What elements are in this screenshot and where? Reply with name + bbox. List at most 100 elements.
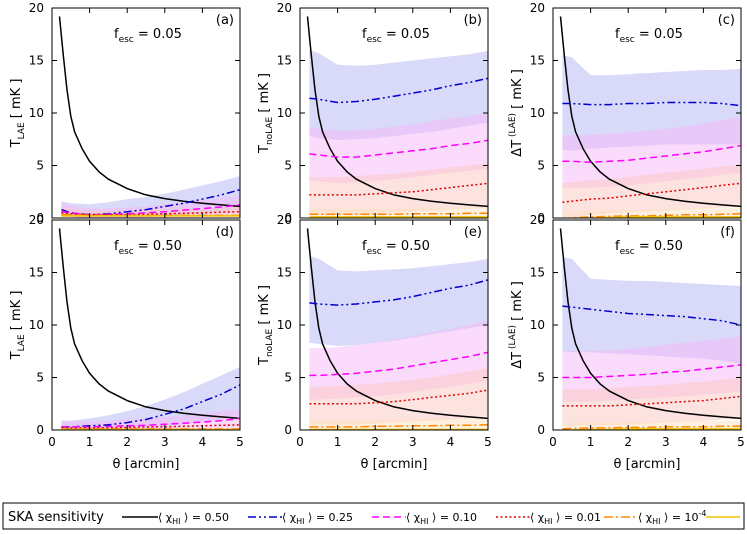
panel-tag: (a) <box>216 13 234 28</box>
panel-c: 0 5 10 15 20 (c) fesc = 0.05 ΔT (LAE) [ mK ] <box>508 1 742 225</box>
y-tick-label: 10 <box>530 106 545 120</box>
x-tick-label: 5 <box>236 435 244 449</box>
plot-area <box>306 228 488 430</box>
plot-area <box>58 228 240 430</box>
line-x001 <box>309 212 488 216</box>
band-x001 <box>562 207 741 218</box>
y-tick-label: 15 <box>277 266 292 280</box>
x-tick-label: 0 <box>549 435 557 449</box>
y-tick-label: 10 <box>530 318 545 332</box>
line-x050 <box>562 101 741 107</box>
line-x050 <box>562 305 741 326</box>
y-tick-label: 0 <box>36 211 44 225</box>
y-axis-label: TnoLAE [ mK ] <box>257 73 275 154</box>
line-x1e4 <box>577 216 741 218</box>
x-tick-label: 1 <box>86 435 94 449</box>
fesc-label: fesc = 0.05 <box>114 27 182 45</box>
band-x001 <box>309 417 488 430</box>
legend-frame <box>2 502 745 530</box>
y-tick-label: 5 <box>36 371 44 385</box>
y-tick-label: 20 <box>277 1 292 15</box>
line-x025 <box>61 204 240 216</box>
x-axis-label: θ [arcmin] <box>614 457 681 472</box>
y-axis-label: ΔT (LAE) [ mK ] <box>508 69 525 157</box>
band-x050 <box>562 256 741 364</box>
line-x050 <box>309 77 488 104</box>
x-tick-label: 2 <box>123 435 131 449</box>
y-tick-label: 0 <box>284 423 292 437</box>
line-x025 <box>309 139 488 158</box>
x-tick-label: 0 <box>296 435 304 449</box>
fesc-label: fesc = 0.05 <box>362 27 430 45</box>
panel-e: 0 1 2 3 4 5 0 5 10 15 20 (e) fesc = 0.50 TnoLAE [ mK … <box>257 213 492 472</box>
y-tick-label: 0 <box>537 423 545 437</box>
x-tick-label: 2 <box>371 435 379 449</box>
panel-tag: (d) <box>216 225 234 240</box>
band-x025 <box>309 113 488 184</box>
plot-area <box>306 16 488 218</box>
legend-label-x025: ⟨ χHI ⟩ = 0.25 <box>282 511 353 526</box>
y-tick-label: 20 <box>530 213 545 227</box>
line-ska-sensitivity <box>58 16 240 208</box>
y-tick-label: 5 <box>36 159 44 173</box>
y-tick-label: 0 <box>537 211 545 225</box>
panel-tag: (f) <box>720 225 735 240</box>
x-tick-label: 4 <box>447 435 455 449</box>
line-x001 <box>309 424 488 428</box>
line-x025 <box>562 364 741 379</box>
y-tick-label: 10 <box>277 318 292 332</box>
x-tick-label: 5 <box>737 435 745 449</box>
y-tick-label: 15 <box>530 54 545 68</box>
band-x010 <box>309 368 488 425</box>
x-tick-label: 1 <box>334 435 342 449</box>
fesc-label: fesc = 0.05 <box>615 27 683 45</box>
panel-d: 0 1 2 3 4 5 0 5 10 15 20 (d) fesc = 0.50 TLAE [ mK ] θ… <box>9 213 244 472</box>
line-x001 <box>562 425 741 430</box>
panel-tag: (b) <box>464 13 482 28</box>
y-tick-label: 20 <box>277 213 292 227</box>
y-tick-label: 15 <box>277 54 292 68</box>
y-tick-label: 5 <box>537 159 545 173</box>
y-tick-label: 0 <box>36 423 44 437</box>
plot-area <box>58 16 240 218</box>
band-x010 <box>562 164 741 218</box>
y-tick-label: 10 <box>29 106 44 120</box>
y-tick-label: 10 <box>29 318 44 332</box>
plot-area <box>559 16 741 218</box>
legend: SKA sensitivity ⟨ χHI ⟩ = 0.50 ⟨ χHI ⟩ = 0… <box>2 502 745 530</box>
y-tick-label: 20 <box>29 213 44 227</box>
fesc-label: fesc = 0.50 <box>615 239 683 257</box>
fesc-label: fesc = 0.50 <box>362 239 430 257</box>
legend-label-ska: SKA sensitivity <box>8 510 104 525</box>
line-x050 <box>61 384 240 428</box>
x-tick-label: 3 <box>662 435 670 449</box>
x-tick-label: 3 <box>161 435 169 449</box>
x-tick-label: 4 <box>199 435 207 449</box>
line-x050 <box>309 279 488 306</box>
y-tick-label: 15 <box>530 266 545 280</box>
legend-label-x010: ⟨ χHI ⟩ = 0.10 <box>406 511 477 526</box>
y-tick-label: 5 <box>284 371 292 385</box>
band-x001 <box>562 420 741 430</box>
line-x025 <box>309 351 488 377</box>
panel-a: 0 5 10 15 20 (a) fesc = 0.05 TLAE [ mK ] <box>9 1 241 225</box>
legend-label-x050: ⟨ χHI ⟩ = 0.50 <box>158 511 229 526</box>
y-tick-label: 5 <box>284 159 292 173</box>
y-axis-label: TLAE [ mK ] <box>9 291 27 361</box>
y-tick-label: 5 <box>537 371 545 385</box>
panel-tag: (e) <box>464 225 482 240</box>
x-tick-label: 1 <box>587 435 595 449</box>
legend-label-x1e4: ⟨ χHI ⟩ = 10-4 <box>638 509 707 526</box>
line-x001 <box>565 213 741 218</box>
y-tick-label: 15 <box>29 54 44 68</box>
line-ska-sensitivity <box>58 228 240 420</box>
x-axis-label: θ [arcmin] <box>113 457 180 472</box>
y-tick-label: 20 <box>29 1 44 15</box>
y-axis-label: TnoLAE [ mK ] <box>257 285 275 366</box>
plot-area <box>559 228 741 430</box>
y-axis-label: TLAE [ mK ] <box>9 79 27 149</box>
x-tick-label: 3 <box>409 435 417 449</box>
panel-tag: (c) <box>718 13 735 28</box>
line-ska-sensitivity <box>559 228 741 420</box>
